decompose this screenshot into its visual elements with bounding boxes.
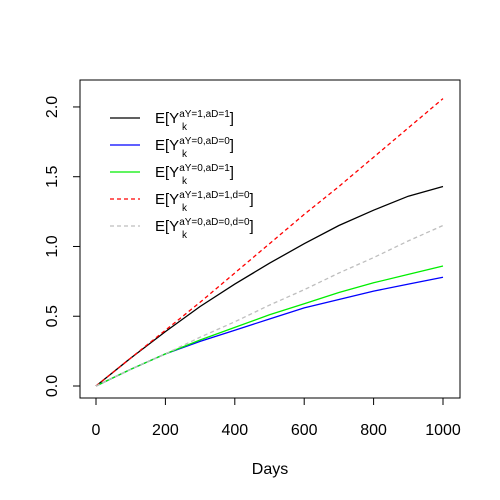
x-tick-label: 600	[291, 422, 318, 439]
legend-label: E[YaY=1,aD=1,d=0]	[155, 190, 254, 208]
legend-label: E[YaY=0,aD=0,d=0]	[155, 217, 254, 235]
legend-item-3: E[YaY=0,aD=1]k	[110, 163, 234, 187]
series-line-1	[95, 185, 444, 387]
series-line-3	[95, 265, 444, 387]
x-tick-label: 0	[92, 422, 101, 439]
x-tick-label: 200	[152, 422, 179, 439]
y-tick-label: 1.0	[44, 235, 61, 257]
y-tick-label: 2.0	[44, 96, 61, 118]
series-line-2	[95, 276, 444, 387]
series-line-5	[95, 224, 444, 387]
legend-item-1: E[YaY=1,aD=1]k	[110, 109, 234, 133]
legend-item-2: E[YaY=0,aD=0]k	[110, 136, 234, 160]
x-tick-label: 400	[221, 422, 248, 439]
x-axis: 0 200 400 600 800 1000	[92, 397, 461, 439]
y-tick-label: 0.5	[44, 305, 61, 327]
legend-subscript: k	[182, 149, 188, 160]
legend-subscript: k	[182, 176, 188, 187]
x-axis-title: Days	[252, 461, 288, 478]
legend-label: E[YaY=1,aD=1]	[155, 109, 234, 127]
legend-item-5: E[YaY=0,aD=0,d=0]k	[110, 217, 254, 241]
series-layer	[95, 98, 444, 387]
legend-item-4: E[YaY=1,aD=1,d=0]k	[110, 190, 254, 214]
y-tick-label: 1.5	[44, 165, 61, 187]
x-tick-label: 800	[360, 422, 387, 439]
series-line-4	[95, 98, 444, 387]
legend-label: E[YaY=0,aD=0]	[155, 136, 234, 154]
legend-label: E[YaY=0,aD=1]	[155, 163, 234, 181]
legend-subscript: k	[182, 203, 188, 214]
plot-box	[79, 79, 461, 399]
y-tick-label: 0.0	[44, 375, 61, 397]
y-axis: 0.0 0.5 1.0 1.5 2.0	[44, 96, 81, 397]
legend: E[YaY=1,aD=1]kE[YaY=0,aD=0]kE[YaY=0,aD=1…	[110, 109, 254, 241]
legend-subscript: k	[182, 122, 188, 133]
x-tick-label: 1000	[425, 422, 461, 439]
legend-subscript: k	[182, 230, 188, 241]
